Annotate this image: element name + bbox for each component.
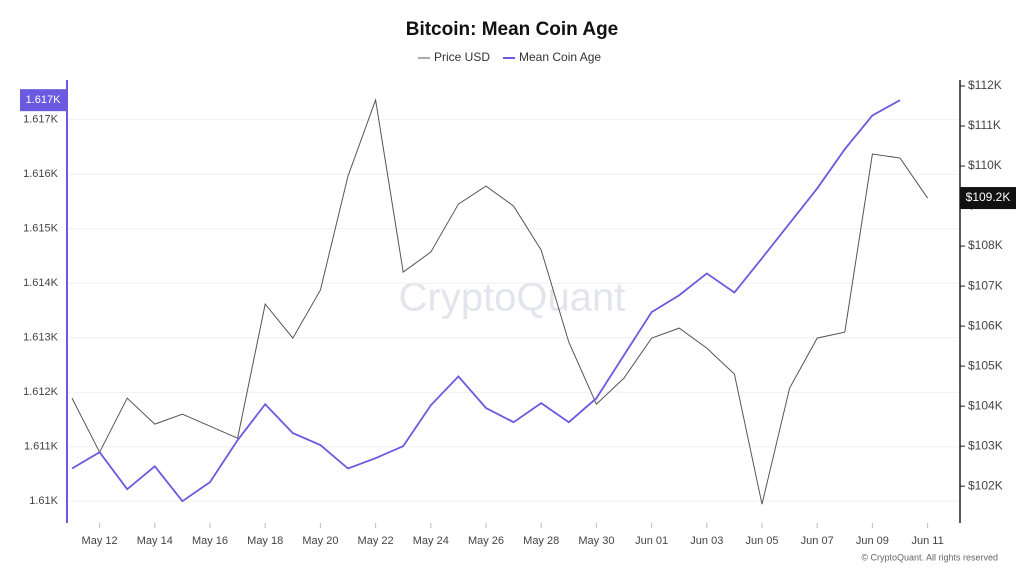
x-tick-label: May 26 (468, 535, 504, 547)
x-tick-label: May 18 (247, 535, 283, 547)
x-tick-label: May 16 (192, 535, 228, 547)
y-tick-label: 1.612K (23, 386, 59, 398)
y2-tick-label: $105K (968, 358, 1003, 372)
x-tick-label: Jun 05 (745, 535, 778, 547)
y2-tick-label: $102K (968, 478, 1003, 492)
credit: © CryptoQuant. All rights reserved (861, 552, 998, 562)
watermark: CryptoQuant (399, 276, 626, 320)
y2-tick-label: $110K (968, 158, 1002, 172)
end-label-box (960, 187, 1016, 210)
x-tick-label: May 30 (578, 535, 614, 547)
y-tick-label: 1.611K (24, 441, 59, 453)
x-tick-label: May 22 (358, 535, 394, 547)
y-tick-label: 1.617K (23, 114, 59, 126)
legend-label: Price USD (434, 50, 490, 64)
y2-tick-label: $111K (968, 118, 1001, 132)
y2-tick-label: $108K (968, 238, 1003, 252)
y-tick-label: 1.61K (29, 495, 58, 507)
x-tick-label: Jun 07 (801, 535, 834, 547)
end-label: $109.2K (966, 190, 1011, 204)
x-tick-label: May 20 (302, 535, 338, 547)
legend-label: Mean Coin Age (519, 50, 601, 64)
x-tick-label: Jun 11 (911, 535, 943, 547)
y2-tick-label: $106K (968, 318, 1003, 332)
end-label-box (20, 89, 67, 112)
y-tick-label: 1.614K (23, 277, 59, 289)
y-tick-label: 1.615K (23, 223, 59, 235)
y2-tick-label: $103K (968, 438, 1003, 452)
y2-tick-label: $104K (968, 398, 1003, 412)
y-tick-label: 1.613K (23, 332, 59, 344)
x-tick-label: Jun 09 (856, 535, 889, 547)
x-tick-label: May 24 (413, 535, 449, 547)
y2-tick-label: $112K (968, 78, 1002, 92)
y-tick-label: 1.616K (23, 168, 59, 180)
y2-tick-label: $107K (968, 278, 1003, 292)
x-tick-label: Jun 01 (635, 535, 668, 547)
x-tick-label: May 12 (82, 535, 118, 547)
x-tick-label: Jun 03 (690, 535, 723, 547)
end-label: 1.617K (26, 94, 62, 106)
series-line (71, 99, 901, 503)
x-tick-label: May 14 (137, 535, 173, 547)
series-line (71, 98, 929, 505)
chart-title: Bitcoin: Mean Coin Age (406, 19, 619, 40)
x-tick-label: May 28 (523, 535, 559, 547)
